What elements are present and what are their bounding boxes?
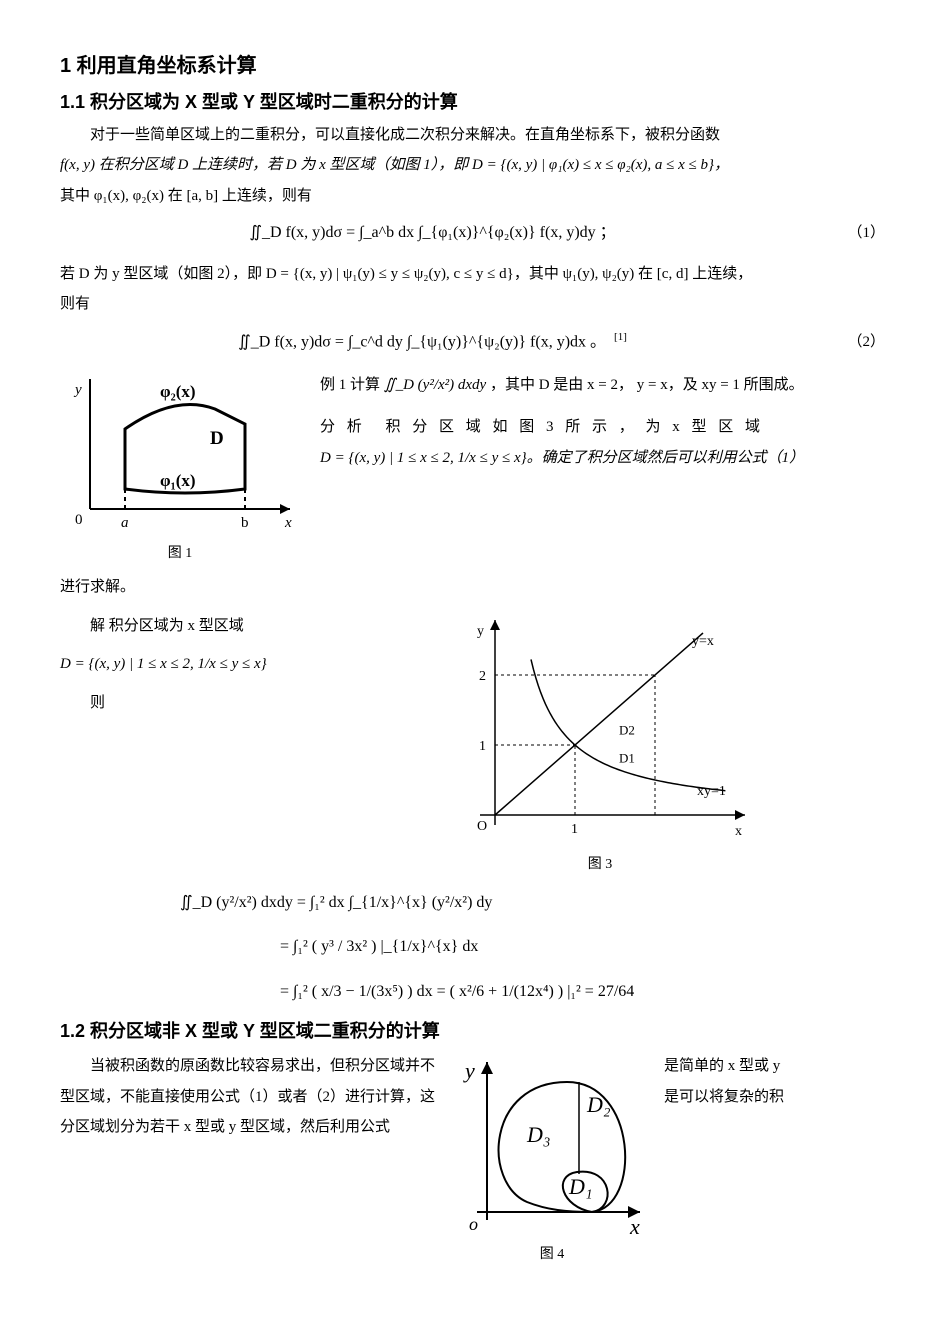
equation-2: ∬_D f(x, y)dσ = ∫_c^d dy ∫_{ψ₁(y)}^{ψ₂(y… (238, 333, 606, 350)
svg-text:y: y (463, 1058, 475, 1083)
figure-4-caption: 图 4 (452, 1244, 652, 1266)
svg-text:x: x (735, 824, 742, 839)
svg-text:1: 1 (479, 739, 486, 754)
equation-2-row: ∬_D f(x, y)dσ = ∫_c^d dy ∫_{ψ₁(y)}^{ψ₂(y… (60, 329, 885, 355)
figure-1-caption: 图 1 (60, 543, 300, 565)
figure-3-column: y x O 1 1 2 y=x xy=1 D1 D2 图 3 (440, 610, 760, 876)
p3-right-1: 是简单的 x 型或 y (664, 1052, 885, 1081)
svg-text:1: 1 (571, 822, 578, 837)
svg-text:x: x (284, 515, 292, 531)
paragraph-1c: 其中 φ₁(x), φ₂(x) 在 [a, b] 上连续，则有 (60, 182, 885, 211)
solve-region: D = {(x, y) | 1 ≤ x ≤ 2, 1/x ≤ y ≤ x} (60, 650, 420, 679)
equation-2-ref: [1] (614, 331, 627, 343)
p3-right-2: 是可以将复杂的积 (664, 1083, 885, 1112)
paragraph-1b-text: f(x, y) 在积分区域 D 上连续时，若 D 为 x 型区域（如图 1），即… (60, 157, 729, 173)
svg-text:φ₁(x): φ₁(x) (160, 471, 196, 490)
solve-label: 解 积分区域为 x 型区域 (60, 612, 420, 641)
svg-text:φ₂(x): φ₂(x) (160, 382, 196, 401)
section-1-2-left: 当被积函数的原函数比较容易求出，但积分区域并不 型区域，不能直接使用公式（1）或… (60, 1050, 440, 1144)
calc-line-3: = ∫₁² ( x/3 − 1/(3x⁵) ) dx = ( x²/6 + 1/… (280, 973, 885, 1011)
figure-4-svg: y x o D₂ D₃ D₁ (452, 1050, 652, 1240)
analysis-text-a: 积 分 区 域 如 图 3 所 示 ， 为 x 型 区 域 (386, 419, 765, 435)
paragraph-2a: 若 D 为 y 型区域（如图 2），即 D = {(x, y) | ψ₁(y) … (60, 260, 885, 289)
equation-1: ∬_D f(x, y)dσ = ∫_a^b dx ∫_{φ₁(x)}^{φ₂(x… (60, 220, 805, 246)
figure-3-svg: y x O 1 1 2 y=x xy=1 D1 D2 (440, 610, 760, 850)
solve-then: 则 (60, 689, 420, 718)
svg-text:D₂: D₂ (586, 1092, 611, 1117)
heading-1-2: 1.2 积分区域非 X 型或 Y 型区域二重积分的计算 (60, 1017, 885, 1046)
svg-text:y=x: y=x (692, 634, 714, 649)
svg-text:D₃: D₃ (526, 1122, 551, 1147)
figure-3-caption: 图 3 (440, 854, 760, 876)
p3-left-2: 型区域，不能直接使用公式（1）或者（2）进行计算，这 (60, 1083, 440, 1112)
analysis-text-b: D = {(x, y) | 1 ≤ x ≤ 2, 1/x ≤ y ≤ x}。确定… (320, 450, 804, 466)
svg-text:D₁: D₁ (568, 1174, 593, 1199)
analysis-line-3: 进行求解。 (60, 573, 885, 602)
svg-text:o: o (469, 1214, 478, 1234)
svg-text:y: y (477, 624, 484, 639)
section-1-2-row: 当被积函数的原函数比较容易求出，但积分区域并不 型区域，不能直接使用公式（1）或… (60, 1050, 885, 1266)
svg-text:D2: D2 (619, 722, 635, 737)
heading-1: 1 利用直角坐标系计算 (60, 50, 885, 82)
analysis-label: 分 析 (320, 419, 366, 435)
paragraph-1a: 对于一些简单区域上的二重积分，可以直接化成二次积分来解决。在直角坐标系下，被积分… (60, 121, 885, 150)
fig1-example-row: φ₂(x) φ₁(x) Dy x 0 a b 图 1 例 1 计算 ∬_D (y²/x²) … (60, 369, 885, 565)
calc-line-1: ∬_D (y²/x²) dxdy = ∫₁² dx ∫_{1/x}^{x} (y… (180, 884, 885, 922)
figure-1-svg: φ₂(x) φ₁(x) Dy x 0 a b (60, 369, 300, 539)
analysis-line-2: D = {(x, y) | 1 ≤ x ≤ 2, 1/x ≤ y ≤ x}。确定… (320, 444, 885, 473)
svg-text:2: 2 (479, 669, 486, 684)
solve-column: 解 积分区域为 x 型区域 D = {(x, y) | 1 ≤ x ≤ 2, 1… (60, 610, 420, 720)
svg-text:D: D (210, 428, 224, 449)
svg-text:0: 0 (75, 512, 83, 528)
example-1-tail: ，其中 D 是由 x = 2， y = x，及 xy = 1 所围成。 (490, 377, 804, 393)
example-1-line: 例 1 计算 ∬_D (y²/x²) dxdy ，其中 D 是由 x = 2， … (320, 371, 885, 400)
svg-text:xy=1: xy=1 (697, 784, 726, 799)
svg-text:a: a (121, 515, 129, 531)
heading-1-1: 1.1 积分区域为 X 型或 Y 型区域时二重积分的计算 (60, 88, 885, 117)
section-1-2-right: 是简单的 x 型或 y 是可以将复杂的积 (664, 1050, 885, 1113)
solve-fig3-row: 解 积分区域为 x 型区域 D = {(x, y) | 1 ≤ x ≤ 2, 1… (60, 610, 885, 876)
equation-1-number: （1） (805, 221, 885, 245)
paragraph-2b: 则有 (60, 290, 885, 319)
analysis-line-1: 分 析 积 分 区 域 如 图 3 所 示 ， 为 x 型 区 域 (320, 413, 885, 442)
svg-text:b: b (241, 515, 249, 531)
p3-left-3: 分区域划分为若干 x 型或 y 型区域，然后利用公式 (60, 1113, 440, 1142)
paragraph-1b: f(x, y) 在积分区域 D 上连续时，若 D 为 x 型区域（如图 1），即… (60, 151, 885, 180)
figure-1-column: φ₂(x) φ₁(x) Dy x 0 a b 图 1 (60, 369, 300, 565)
calc-line-2: = ∫₁² ( y³ / 3x² ) |_{1/x}^{x} dx (280, 928, 885, 966)
svg-text:D1: D1 (619, 750, 635, 765)
figure-4-column: y x o D₂ D₃ D₁ 图 4 (452, 1050, 652, 1266)
equation-2-wrap: ∬_D f(x, y)dσ = ∫_c^d dy ∫_{ψ₁(y)}^{ψ₂(y… (60, 329, 805, 355)
equation-2-number: （2） (805, 330, 885, 354)
svg-text:y: y (73, 382, 82, 398)
p3-left-1: 当被积函数的原函数比较容易求出，但积分区域并不 (60, 1052, 440, 1081)
svg-text:O: O (477, 819, 487, 834)
example-1-integral: ∬_D (y²/x²) dxdy (384, 377, 486, 393)
svg-text:x: x (629, 1214, 640, 1239)
example-1-column: 例 1 计算 ∬_D (y²/x²) dxdy ，其中 D 是由 x = 2， … (320, 369, 885, 475)
equation-1-row: ∬_D f(x, y)dσ = ∫_a^b dx ∫_{φ₁(x)}^{φ₂(x… (60, 220, 885, 246)
example-1-label: 例 1 计算 (320, 377, 380, 393)
